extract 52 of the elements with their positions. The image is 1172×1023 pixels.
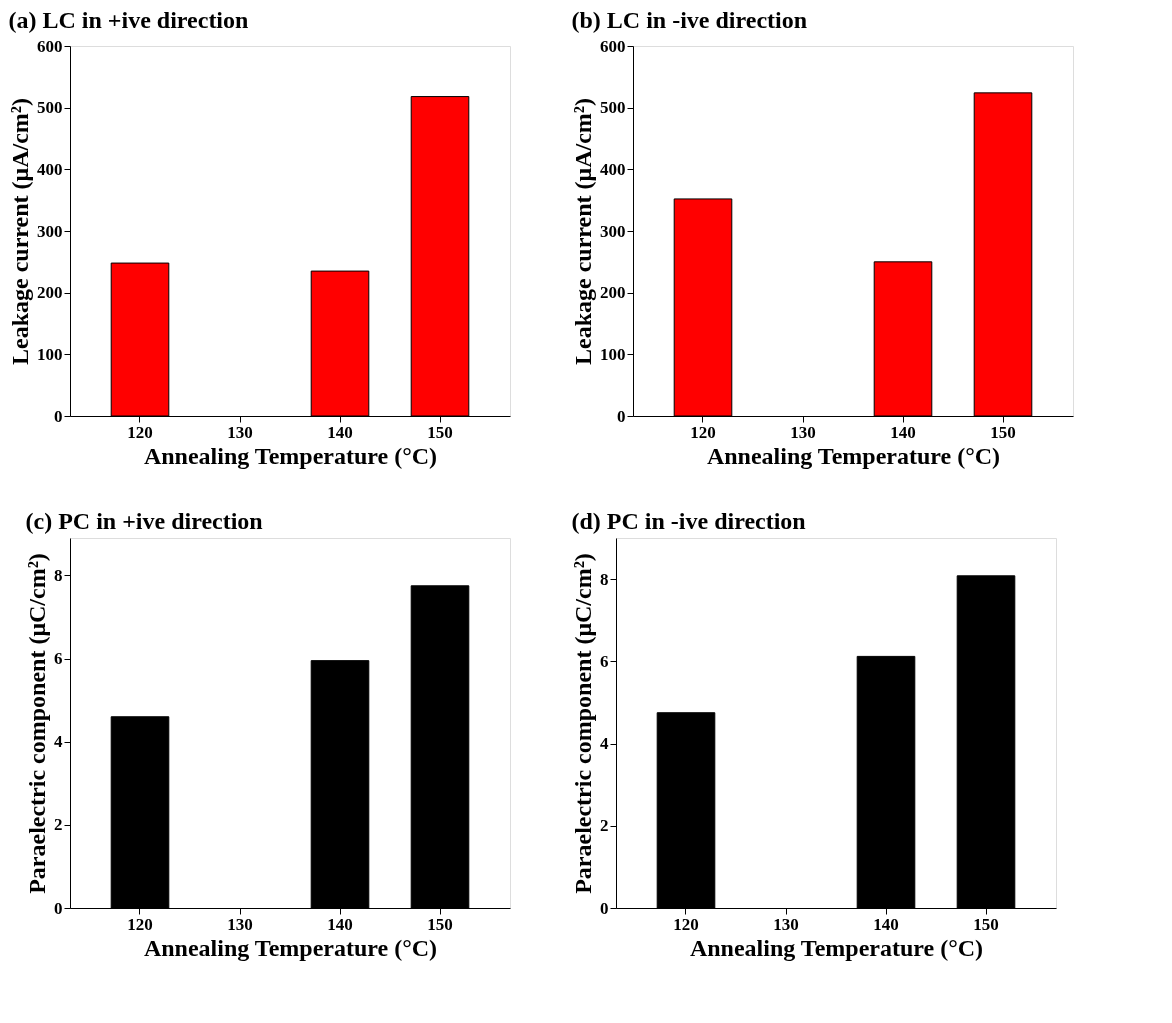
y-axis-title: Paraelectric component (μC/cm²) [570, 553, 596, 894]
chart-title: (c) PC in +ive direction [25, 508, 263, 534]
x-tick-label: 150 [990, 422, 1016, 442]
x-tick-label: 130 [773, 914, 799, 934]
x-tick-label: 120 [127, 914, 153, 934]
y-tick-label: 8 [54, 565, 63, 585]
x-tick-label: 140 [873, 914, 899, 934]
x-tick-label: 140 [327, 914, 353, 934]
y-tick-label: 600 [37, 36, 63, 56]
y-tick-label: 300 [37, 221, 63, 241]
y-axis-title: Leakage current (μA/cm²) [7, 98, 33, 365]
x-axis-title: Annealing Temperature (°C) [143, 934, 438, 961]
x-tick-label: 150 [427, 422, 453, 442]
x-tick-label: 130 [227, 914, 253, 934]
y-tick-label: 8 [600, 569, 609, 589]
x-axis-title: Annealing Temperature (°C) [706, 442, 1001, 469]
x-tick-label: 130 [790, 422, 816, 442]
y-tick-label: 2 [54, 815, 63, 835]
x-tick-label: 150 [973, 914, 999, 934]
x-tick-label: 150 [427, 914, 453, 934]
y-tick-label: 0 [54, 898, 63, 918]
chart-title: (d) PC in -ive direction [571, 508, 806, 534]
y-axis-title: Leakage current (μA/cm²) [570, 98, 596, 365]
x-axis-title: Annealing Temperature (°C) [689, 934, 984, 961]
x-tick-label: 140 [327, 422, 353, 442]
x-axis-title: Annealing Temperature (°C) [143, 442, 438, 469]
y-tick-label: 100 [37, 344, 63, 364]
y-tick-label: 2 [600, 816, 609, 836]
chart-title: (b) LC in -ive direction [571, 7, 808, 33]
x-tick-label: 130 [227, 422, 253, 442]
y-tick-label: 0 [54, 406, 63, 426]
y-tick-label: 600 [600, 36, 626, 56]
y-tick-label: 4 [54, 732, 63, 752]
y-tick-label: 300 [600, 221, 626, 241]
y-tick-label: 400 [600, 159, 626, 179]
y-tick-label: 0 [617, 406, 626, 426]
x-tick-label: 120 [690, 422, 716, 442]
y-tick-label: 200 [37, 283, 63, 303]
y-tick-label: 500 [37, 98, 63, 118]
y-tick-label: 100 [600, 344, 626, 364]
y-tick-label: 6 [54, 649, 63, 669]
y-tick-label: 0 [600, 898, 609, 918]
y-tick-label: 400 [37, 159, 63, 179]
x-tick-label: 140 [890, 422, 916, 442]
y-tick-label: 200 [600, 283, 626, 303]
y-tick-label: 6 [600, 651, 609, 671]
chart-title: (a) LC in +ive direction [8, 7, 249, 33]
y-tick-label: 500 [600, 98, 626, 118]
x-tick-label: 120 [127, 422, 153, 442]
y-axis-title: Paraelectric component (μC/cm²) [24, 553, 50, 894]
y-tick-label: 4 [600, 734, 609, 754]
x-tick-label: 120 [673, 914, 699, 934]
